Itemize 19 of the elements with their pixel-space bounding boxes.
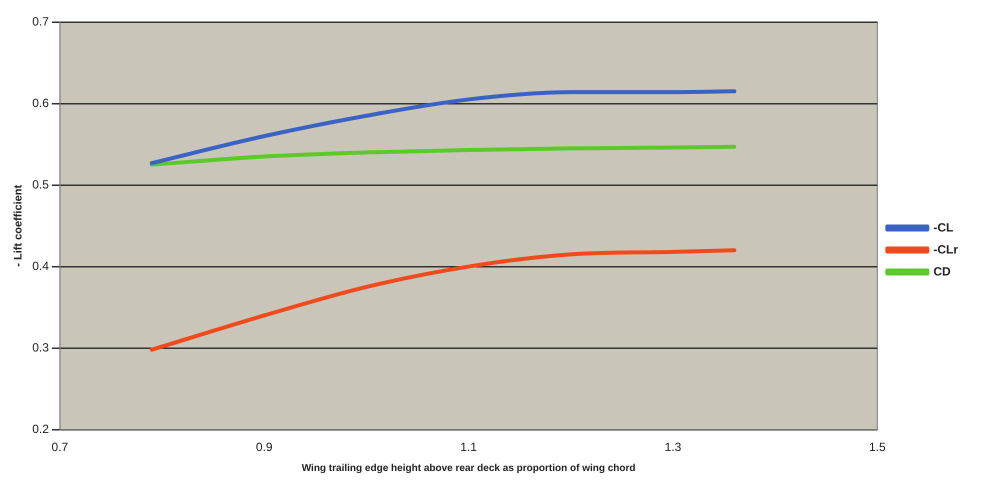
- y-tick-label: 0.4: [32, 258, 50, 273]
- x-tick-label: 1.1: [460, 440, 478, 454]
- y-tick-label: 0.6: [32, 96, 50, 110]
- x-tick-label: 0.7: [52, 440, 69, 454]
- y-tick-label: 0.2: [32, 422, 50, 436]
- y-tick-label: 0.5: [32, 177, 50, 192]
- x-tick-label: 1.5: [868, 440, 886, 454]
- legend-label: -CLr: [933, 242, 958, 256]
- x-tick-label: 0.9: [256, 440, 273, 454]
- x-axis-title: Wing trailing edge height above rear deck as proportion of wing chord: [302, 462, 636, 474]
- y-tick-label: 0.7: [32, 14, 50, 28]
- x-tick-label: 1.3: [664, 440, 682, 454]
- y-tick-label: 0.3: [32, 340, 50, 354]
- y-axis-title: - Lift coefficient: [12, 184, 25, 267]
- line-series: [150, 248, 736, 352]
- legend-label: -CL: [933, 220, 954, 234]
- legend-label: CD: [933, 264, 952, 278]
- line-series: [150, 89, 736, 166]
- line-series: [150, 144, 736, 167]
